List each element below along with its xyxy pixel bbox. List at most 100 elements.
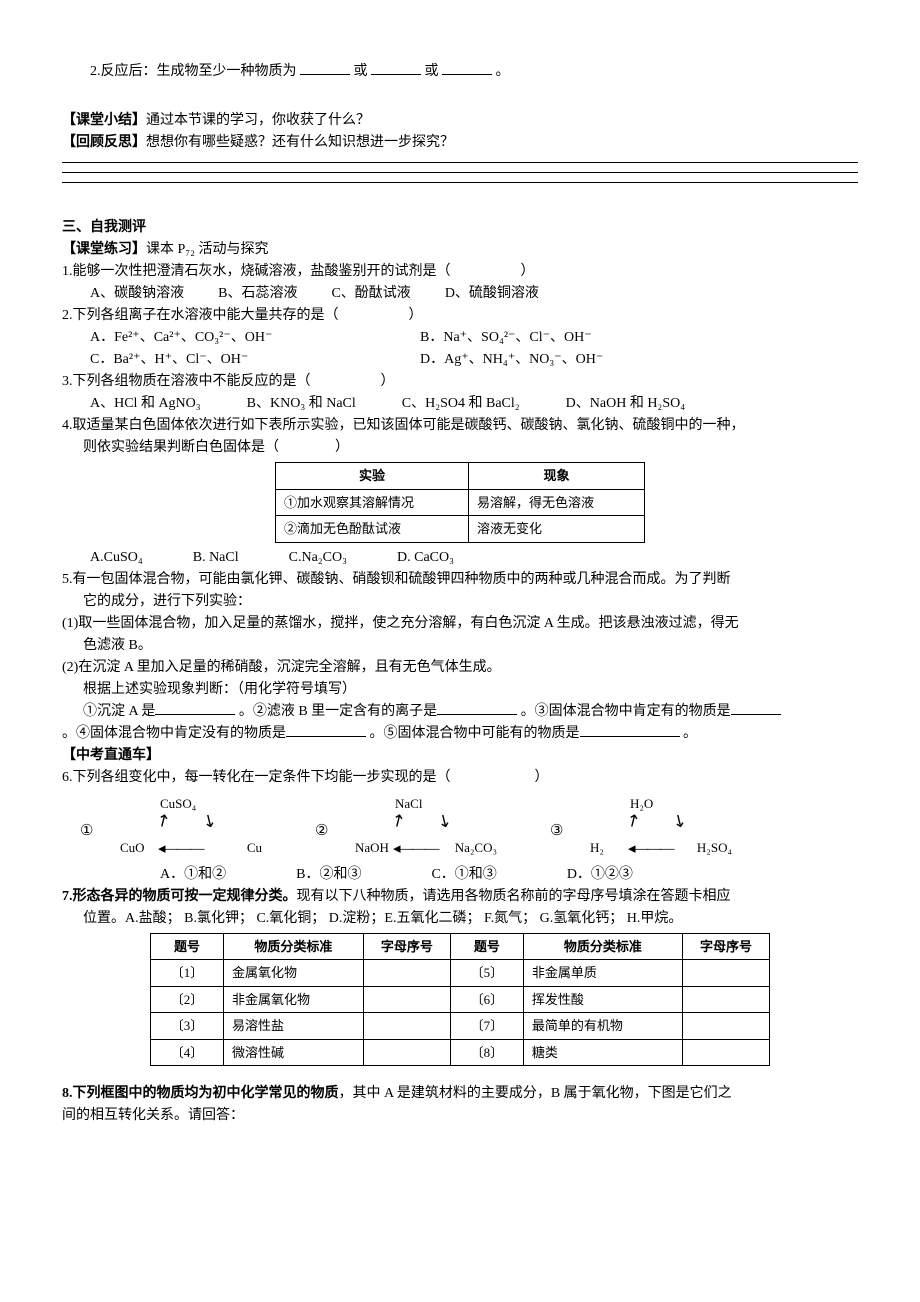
- diagram-3: ③ H₂O ↗ ↘ H₂ ◂——— H₂SO₄: [572, 794, 737, 858]
- summary-label2: 【回顾反思】: [62, 135, 146, 150]
- cell: 〔7〕: [450, 1013, 523, 1040]
- practice-label: 【课堂练习】: [62, 242, 146, 257]
- cell[interactable]: [683, 1013, 770, 1040]
- summary-text2: 想想你有哪些疑惑？还有什么知识想进一步探究？: [146, 135, 454, 150]
- q4-stem2: 则依实验结果判断白色固体是（ ）: [62, 437, 858, 458]
- q7-h3a: 字母序号: [363, 933, 450, 960]
- q2-d: D．Ag⁺、NH₄⁺、NO₃⁻、OH⁻: [420, 349, 603, 370]
- q2-row1: A．Fe²⁺、Ca²⁺、CO₃²⁻、OH⁻ B．Na⁺、SO₄²⁻、Cl⁻、OH…: [62, 327, 858, 348]
- q5-fill2: 。④固体混合物中肯定没有的物质是 。⑤固体混合物中可能有的物质是 。: [62, 723, 858, 744]
- q6-b: B．②和③: [296, 864, 361, 885]
- q6-stem: 6.下列各组变化中，每一转化在一定条件下均能一步实现的是（ ）: [62, 767, 858, 788]
- q2-stem: 2.下列各组离子在水溶液中能大量共存的是（ ）: [62, 305, 858, 326]
- q8-stem-line1: 8.下列框图中的物质均为初中化学常见的物质，其中 A 是建筑材料的主要成分，B …: [62, 1083, 858, 1104]
- q4-a: A.CuSO₄: [90, 547, 143, 568]
- q1-c: C、酚酞试液: [331, 283, 410, 304]
- table-row: 〔2〕 非金属氧化物 〔6〕 挥发性酸: [151, 986, 770, 1013]
- blank[interactable]: [580, 736, 680, 737]
- d2-left: NaOH: [355, 838, 389, 858]
- q4-h1: 实验: [276, 463, 469, 490]
- q2-a: A．Fe²⁺、Ca²⁺、CO₃²⁻、OH⁻: [90, 327, 420, 348]
- table-row: 〔3〕 易溶性盐 〔7〕 最简单的有机物: [151, 1013, 770, 1040]
- q6-options: A．①和② B．②和③ C．①和③ D．①②③: [62, 864, 858, 885]
- cell: 〔3〕: [151, 1013, 224, 1040]
- cell[interactable]: [363, 1013, 450, 1040]
- summary-label1: 【课堂小结】: [62, 113, 146, 128]
- q4-b: B. NaCl: [193, 547, 239, 568]
- q1-d: D、硫酸铜溶液: [445, 283, 539, 304]
- cell[interactable]: [363, 1039, 450, 1066]
- q7-stem1: 现有以下八种物质，请选用各物质名称前的字母序号填涂在答题卡相应: [297, 889, 731, 904]
- top-q2: 2.反应后：生成物至少一种物质为 或 或 。: [62, 61, 858, 82]
- period: 。: [496, 64, 510, 79]
- d3-left: H₂: [590, 838, 604, 858]
- cell: 非金属氧化物: [223, 986, 363, 1013]
- q5-stem2: 它的成分，进行下列实验：: [62, 591, 858, 612]
- q7-h1b: 题号: [450, 933, 523, 960]
- summary-text1: 通过本节课的学习，你收获了什么？: [146, 113, 370, 128]
- q1-stem: 1.能够一次性把澄清石灰水，烧碱溶液，盐酸鉴别开的试剂是（ ）: [62, 261, 858, 282]
- q3-d: D、NaOH 和 H₂SO₄: [566, 393, 685, 414]
- q3-b: B、KNO₃ 和 NaCl: [247, 393, 356, 414]
- cell: 挥发性酸: [523, 986, 682, 1013]
- cell: 〔2〕: [151, 986, 224, 1013]
- cell[interactable]: [363, 960, 450, 987]
- q8-stemb: 8.下列框图中的物质均为初中化学常见的物质: [62, 1086, 339, 1101]
- cell[interactable]: [683, 960, 770, 987]
- q6-d: D．①②③: [567, 864, 633, 885]
- q7-stem2: 位置。A.盐酸； B.氯化钾； C.氧化铜； D.淀粉；E.五氧化二磷； F.氮…: [62, 908, 858, 929]
- q3-a: A、HCl 和 AgNO₃: [90, 393, 201, 414]
- cell: 〔8〕: [450, 1039, 523, 1066]
- write-line: [62, 162, 858, 163]
- diagram-1: ① CuSO₄ ↗ ↘ CuO ◂——— Cu: [102, 794, 267, 858]
- practice-text: 课本 P₇₂ 活动与探究: [146, 242, 269, 257]
- d2-num: ②: [315, 820, 328, 843]
- q2-row2: C．Ba²⁺、H⁺、Cl⁻、OH⁻ D．Ag⁺、NH₄⁺、NO₃⁻、OH⁻: [62, 349, 858, 370]
- d1-num: ①: [80, 820, 93, 843]
- q3-c: C、H₂SO4 和 BaCl₂: [402, 393, 520, 414]
- q4-h2: 现象: [469, 463, 645, 490]
- q2-b: B．Na⁺、SO₄²⁻、Cl⁻、OH⁻: [420, 327, 592, 348]
- cell: 易溶性盐: [223, 1013, 363, 1040]
- q5-c5: 。⑤固体混合物中可能有的物质是: [370, 726, 580, 741]
- cell[interactable]: [683, 986, 770, 1013]
- blank[interactable]: [300, 74, 350, 75]
- cell: 金属氧化物: [223, 960, 363, 987]
- summary-line1: 【课堂小结】通过本节课的学习，你收获了什么？: [62, 110, 858, 131]
- q3-stem: 3.下列各组物质在溶液中不能反应的是（ ）: [62, 371, 858, 392]
- q7-h3b: 字母序号: [683, 933, 770, 960]
- q5-c3: 。③固体混合物中肯定有的物质是: [521, 704, 731, 719]
- arrow-icon: ◂———: [393, 838, 438, 861]
- q1-options: A、碳酸钠溶液 B、石蕊溶液 C、酚酞试液 D、硫酸铜溶液: [62, 283, 858, 304]
- q7-h2a: 物质分类标准: [223, 933, 363, 960]
- q5-fill1: ①沉淀 A 是 。②滤液 B 里一定含有的离子是 。③固体混合物中肯定有的物质是: [62, 701, 858, 722]
- q5-c1: ①沉淀 A 是: [83, 704, 155, 719]
- cell: 最简单的有机物: [523, 1013, 682, 1040]
- or1: 或: [354, 64, 368, 79]
- d3-num: ③: [550, 820, 563, 843]
- q2-c: C．Ba²⁺、H⁺、Cl⁻、OH⁻: [90, 349, 420, 370]
- blank[interactable]: [155, 714, 235, 715]
- blank[interactable]: [731, 714, 781, 715]
- q5-c4: 。④固体混合物中肯定没有的物质是: [62, 726, 286, 741]
- d1-left: CuO: [120, 838, 145, 858]
- q7-stemb: 7.形态各异的物质可按一定规律分类。: [62, 889, 297, 904]
- q3-options: A、HCl 和 AgNO₃ B、KNO₃ 和 NaCl C、H₂SO4 和 Ba…: [62, 393, 858, 414]
- cell[interactable]: [363, 986, 450, 1013]
- q5-s1b: 色滤液 B。: [62, 635, 858, 656]
- cell[interactable]: [683, 1039, 770, 1066]
- q2-text: 2.反应后：生成物至少一种物质为: [90, 64, 297, 79]
- table-row: 〔1〕 金属氧化物 〔5〕 非金属单质: [151, 960, 770, 987]
- q4-r2c1: ②滴加无色酚酞试液: [276, 516, 469, 543]
- q4-r1c1: ①加水观察其溶解情况: [276, 489, 469, 516]
- blank[interactable]: [442, 74, 492, 75]
- arrow-icon: ↘: [196, 806, 221, 835]
- blank[interactable]: [286, 736, 366, 737]
- zk-title: 【中考直通车】: [62, 745, 858, 766]
- blank[interactable]: [371, 74, 421, 75]
- q7-h1a: 题号: [151, 933, 224, 960]
- blank[interactable]: [437, 714, 517, 715]
- d1-right: Cu: [247, 838, 262, 858]
- cell: 〔1〕: [151, 960, 224, 987]
- summary-line2: 【回顾反思】想想你有哪些疑惑？还有什么知识想进一步探究？: [62, 132, 858, 153]
